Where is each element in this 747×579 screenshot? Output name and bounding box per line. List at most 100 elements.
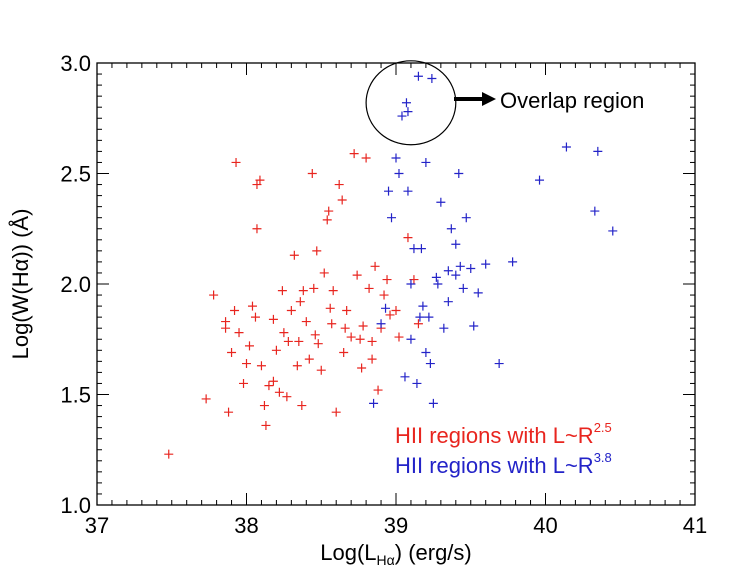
data-point-red [209,290,219,300]
data-point-red [339,348,349,358]
data-point-red [298,286,308,296]
data-point-red [382,275,392,285]
data-point-red [413,319,423,329]
data-point-red [242,359,251,369]
data-point-blue [406,279,416,289]
data-point-red [346,332,356,342]
data-point-red [255,175,265,185]
data-point-red [313,339,323,349]
data-point-red [337,195,347,205]
data-point-red [301,317,311,327]
data-point-red [394,332,404,342]
data-point-blue [508,257,518,267]
data-point-red [391,306,401,316]
legend-red-text: HII regions with L~R [395,423,594,448]
data-point-blue [481,259,491,269]
x-axis-label-prefix: Log(L [320,540,376,565]
data-point-blue [421,348,431,358]
data-point-red [268,376,278,386]
data-point-blue [608,226,618,236]
x-tick-label: 41 [683,513,707,538]
data-point-blue [428,398,438,408]
data-point-blue [381,303,391,313]
data-point-red [385,310,395,320]
data-point-blue [403,186,413,196]
data-point-red [164,449,174,459]
data-point-blue [413,71,423,81]
data-point-red [282,392,292,402]
data-point-red [325,303,335,313]
data-point-blue [473,288,483,298]
data-point-blue [387,213,397,223]
data-point-red [294,336,304,346]
x-tick-label: 39 [384,513,408,538]
data-point-blue [446,224,456,234]
data-point-red [319,268,329,278]
data-point-red [367,354,377,364]
data-point-red [324,206,334,216]
data-point-blue [401,98,411,108]
data-point-red [307,169,317,178]
data-point-blue [458,283,468,293]
data-point-red [352,270,362,280]
data-point-red [201,394,211,404]
data-point-blue [416,244,426,254]
data-point-red [250,312,260,322]
data-point-red [349,149,359,159]
x-tick-label: 37 [85,513,109,538]
data-point-red [244,341,254,351]
data-point-red [357,363,367,373]
data-point-blue [384,186,394,196]
data-point-blue [431,272,441,282]
data-point-red [340,323,350,333]
data-point-blue [369,398,379,408]
data-point-red [261,420,271,430]
legend-red-exponent: 2.5 [594,420,612,435]
overlap-region-ellipse [365,60,457,146]
y-tick-label: 1.5 [60,383,91,408]
data-point-red [331,407,341,417]
data-point-red [295,297,305,307]
legend-entry-red: HII regions with L~R2.5 [395,420,612,448]
data-point-red [234,328,244,338]
data-point-blue [461,213,471,223]
annotation-label: Overlap region [500,88,644,113]
x-tick-label: 38 [234,513,258,538]
data-point-red [361,153,371,163]
data-point-red [312,246,322,256]
data-point-blue [433,279,443,289]
data-point-blue [424,312,434,322]
data-point-red [327,319,337,329]
data-point-blue [436,197,446,207]
data-point-blue [593,146,603,156]
data-point-red [342,306,352,316]
y-axis-label: Log(W(Hα)) (Å) [8,209,33,360]
data-point-red [334,180,344,190]
legend-blue-text: HII regions with L~R [395,453,594,478]
data-point-red [286,306,296,316]
data-point-blue [412,378,422,388]
data-point-red [304,354,314,364]
data-point-red [231,157,241,167]
data-point-red [322,215,332,225]
x-axis-label-sub: Hα [377,552,395,568]
data-point-blue [469,321,479,331]
data-point-blue [451,270,461,280]
data-point-red [297,401,307,411]
data-point-red [292,361,302,371]
data-point-red [221,317,231,327]
data-point-blue [394,169,404,178]
data-point-blue [421,157,431,167]
data-point-blue [443,266,453,276]
data-point-blue [403,107,413,117]
y-tick-label: 1.0 [60,493,91,518]
data-point-red [355,334,365,344]
data-point-red [403,233,413,243]
y-tick-label: 3.0 [60,51,91,76]
tick-labels: 37 38 39 40 41 1.0 1.5 2.0 2.5 3.0 [60,51,707,538]
data-point-red [364,283,374,293]
data-points [164,71,618,459]
data-point-blue [439,323,449,333]
data-point-red [279,328,289,338]
